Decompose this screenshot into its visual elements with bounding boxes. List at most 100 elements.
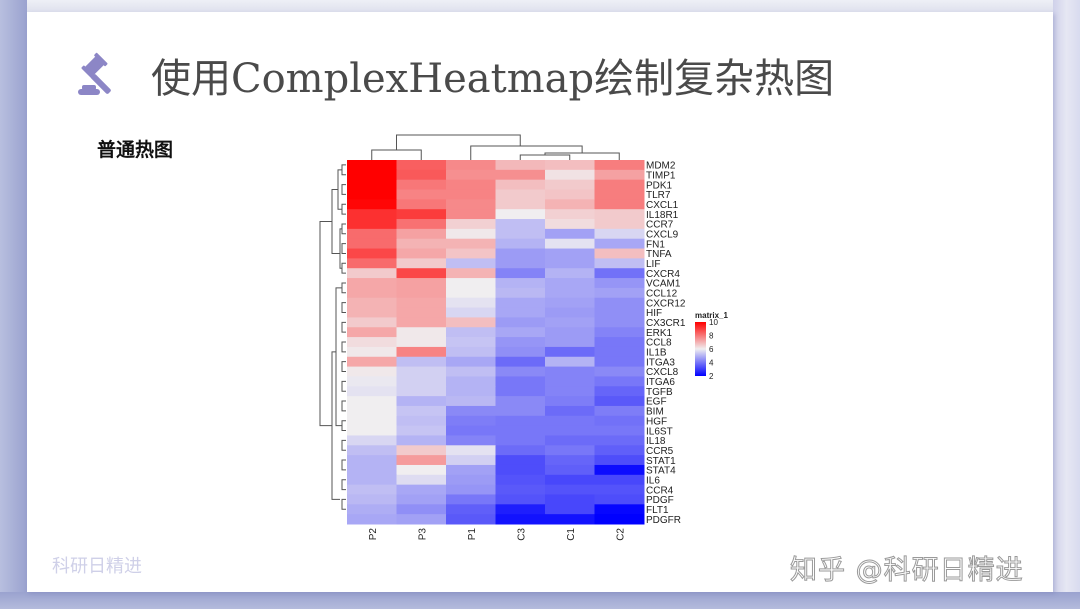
heatmap-cell (347, 278, 397, 289)
heatmap-cell (446, 474, 496, 486)
heatmap-cell (545, 366, 595, 377)
heatmap-cell (347, 356, 397, 368)
heatmap-cell (545, 179, 595, 191)
color-legend: matrix_1 10 8 6 4 2 (695, 311, 728, 381)
row-label: IL6 (646, 475, 660, 486)
heatmap-cell (594, 405, 645, 417)
heatmap-cell (545, 199, 595, 210)
heatmap-cell (446, 415, 496, 427)
heatmap-cell (545, 307, 595, 318)
heatmap-cell (594, 258, 645, 269)
heatmap-cell (594, 376, 645, 387)
row-label: IL18R1 (646, 210, 679, 221)
heatmap-cell (495, 376, 546, 387)
heatmap-cell (396, 396, 447, 407)
heatmap-cell (446, 445, 496, 456)
heatmap-cell (347, 160, 397, 171)
heatmap-cell (594, 337, 645, 348)
column-label: C1 (566, 528, 577, 541)
heatmap-cell (446, 307, 496, 318)
heatmap-cell (446, 199, 496, 210)
column-label: C3 (516, 528, 527, 541)
heatmap-cell (347, 317, 397, 328)
row-label: HGF (646, 416, 667, 427)
svg-text:8: 8 (709, 332, 714, 341)
heatmap-cell (396, 504, 447, 515)
heatmap-cell (396, 219, 447, 230)
heatmap-cell (446, 297, 496, 309)
heatmap-cell (594, 248, 645, 259)
heatmap-cell (545, 494, 595, 505)
heatmap-cell (545, 396, 595, 407)
heatmap-cell (446, 405, 496, 417)
heatmap-cell (396, 317, 447, 328)
row-label: IL6ST (646, 426, 673, 437)
heatmap-cell (446, 455, 496, 466)
heatmap-cell (446, 337, 496, 348)
row-dendrogram (319, 164, 346, 510)
heatmap-cell (347, 268, 397, 279)
heatmap-cell (495, 494, 546, 505)
heatmap-cell (446, 248, 496, 259)
row-label: CXCR4 (646, 269, 680, 280)
heatmap-cell (446, 464, 496, 476)
slide-frame-bottom (0, 592, 1080, 609)
heatmap-cell (446, 346, 496, 358)
row-label: CXCL9 (646, 230, 679, 241)
heatmap-cell (446, 504, 496, 515)
heatmap-cell (545, 297, 595, 309)
heatmap-cell (545, 386, 595, 397)
row-label: CXCL8 (646, 367, 679, 378)
heatmap-cell (495, 179, 546, 191)
slide-frame-left (0, 0, 27, 609)
heatmap-cell (495, 238, 546, 250)
svg-text:6: 6 (709, 345, 714, 354)
heatmap-cell (347, 219, 397, 230)
heatmap-cell (594, 317, 645, 328)
row-label: FLT1 (646, 505, 669, 516)
heatmap-cell (396, 238, 447, 250)
heatmap-cell (495, 484, 546, 495)
heatmap-cell (545, 160, 595, 171)
heatmap-cell (396, 258, 447, 269)
heatmap-cell (594, 474, 645, 486)
heatmap-cell (495, 209, 546, 220)
heatmap-cell (396, 474, 447, 486)
heatmap-cell (347, 297, 397, 309)
row-label: PDK1 (646, 180, 673, 191)
heatmap-cell (446, 179, 496, 191)
heatmap-cell (446, 425, 496, 436)
heatmap-cell (396, 278, 447, 289)
section-subtitle: 普通热图 (97, 139, 174, 161)
heatmap-cell (347, 504, 397, 515)
heatmap-cell (594, 504, 645, 515)
row-label: ITGA6 (646, 377, 675, 388)
heatmap-cell (495, 514, 546, 525)
heatmap-cell (347, 376, 397, 387)
heatmap-cell (396, 445, 447, 456)
row-label: CXCL1 (646, 200, 679, 211)
heatmap-cell (446, 376, 496, 387)
heatmap-cell (495, 160, 546, 171)
heatmap-cell (347, 179, 397, 191)
row-label: ERK1 (646, 328, 673, 339)
heatmap-cell (347, 189, 397, 200)
heatmap-cell (446, 287, 496, 299)
heatmap-cell (495, 268, 546, 279)
svg-text:10: 10 (709, 318, 718, 327)
heatmap-cell (594, 484, 645, 495)
heatmap-cell (446, 386, 496, 397)
heatmap-cell (495, 405, 546, 417)
heatmap-cell (396, 248, 447, 259)
heatmap-cell (545, 514, 595, 525)
heatmap-cell (594, 464, 645, 476)
heatmap-cell (396, 514, 447, 525)
row-label: CCR7 (646, 220, 674, 231)
heatmap-cell (545, 474, 595, 486)
heatmap-cell (347, 248, 397, 259)
heatmap-cell (545, 327, 595, 338)
heatmap-cell (347, 455, 397, 466)
heatmap-cell (495, 317, 546, 328)
slide-frame-top (0, 0, 1080, 14)
heatmap-cell (396, 268, 447, 279)
